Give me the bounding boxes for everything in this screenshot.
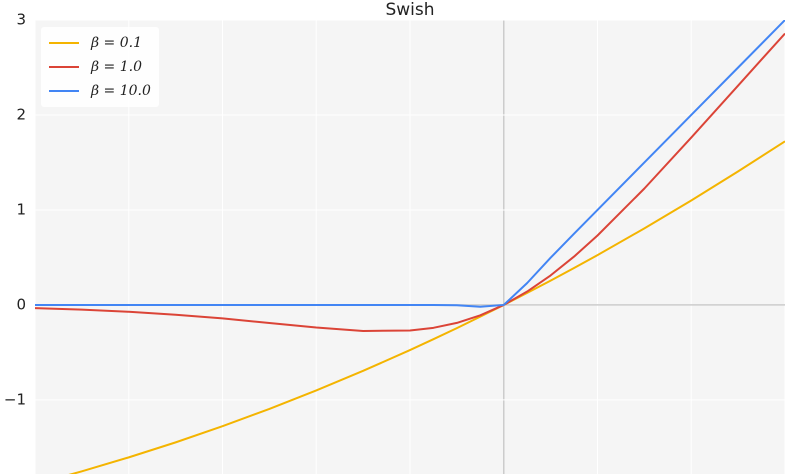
y-tick-label: 0 [16, 295, 26, 313]
y-tick-label: 3 [16, 11, 26, 29]
series-line [68, 140, 785, 474]
y-tick-label: −1 [4, 390, 26, 408]
y-tick-label: 2 [16, 105, 26, 123]
y-tick-label: 1 [16, 200, 26, 218]
legend-label: β = 10.0 [90, 83, 151, 99]
legend-label: β = 0.1 [90, 35, 142, 51]
legend-box [41, 27, 159, 107]
series-line [35, 32, 785, 332]
chart-title: Swish [385, 0, 434, 20]
legend-label: β = 1.0 [90, 59, 142, 75]
series-line [35, 20, 785, 308]
